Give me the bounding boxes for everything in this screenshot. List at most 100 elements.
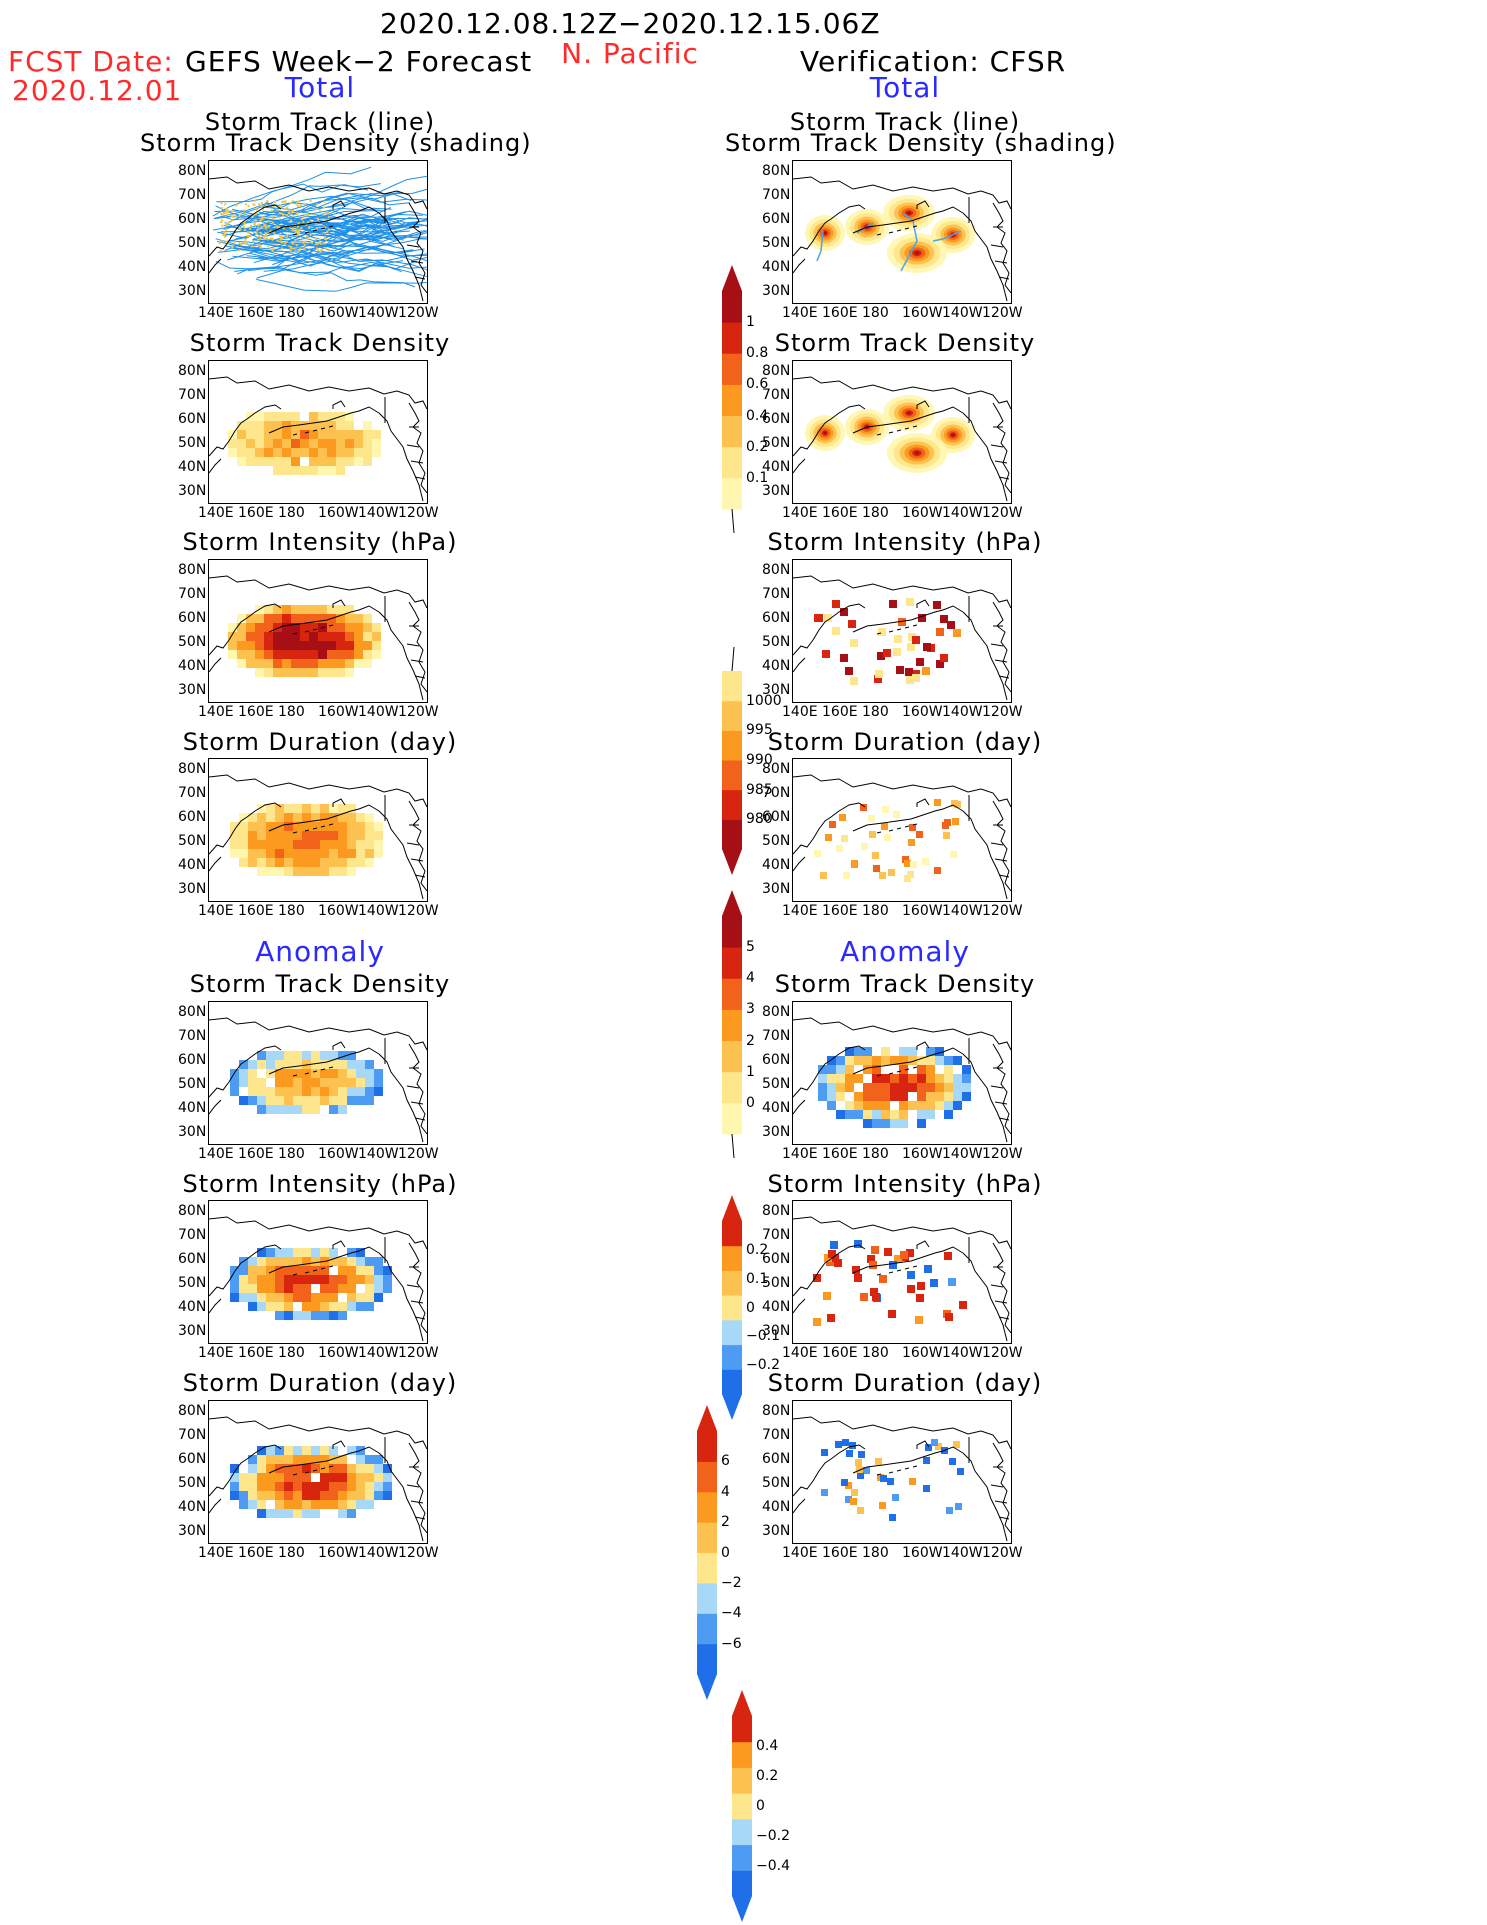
lon-tick-label: 140E [782,1146,818,1162]
colorbar-tick-label: −2 [721,1574,742,1591]
lat-tick-label: 80N [762,1403,791,1419]
left-duration-title: Storm Duration (day) [182,728,458,756]
colorbar-tick-label: 0.1 [746,1270,769,1287]
map-frame [792,360,1012,504]
lat-tick-label: 70N [762,1427,791,1443]
lon-tick-label: 140W [358,1545,399,1561]
lat-tick-label: 60N [178,411,207,427]
map-frame [208,160,428,304]
lat-tick-label: 30N [178,283,207,299]
right-column-title: Verification: CFSR [800,45,1067,78]
colorbar-tick-label: 0.2 [746,1241,769,1258]
lat-tick-label: 60N [762,610,791,626]
lon-tick-label: 160W [902,903,943,919]
lat-tick-label: 60N [178,1052,207,1068]
lon-tick-label: 140W [942,1345,983,1361]
lon-tick-label: 160W [318,1345,359,1361]
lon-tick-label: 140E [198,903,234,919]
right-intensity-title: Storm Intensity (hPa) [767,528,1043,556]
colorbar-tick-label: −6 [721,1635,742,1652]
lon-tick-label: 140W [942,1146,983,1162]
left-anom-intensity-map: 80N 70N 60N 50N 40N 30N 140E 160E 180 160W 140W 120… [178,1200,439,1360]
intensity-anom-colorbar: −6 −4 −2 0 2 4 6 [697,1405,742,1700]
left-intensity-title: Storm Intensity (hPa) [182,528,458,556]
lon-tick-label: 140E [782,903,818,919]
lon-tick-label: 160W [318,1545,359,1561]
lon-tick-label: 120W [398,1345,439,1361]
lat-tick-label: 50N [178,1475,207,1491]
lat-tick-label: 50N [762,1275,791,1291]
map-frame [208,758,428,902]
lon-tick-label: 160W [318,1146,359,1162]
lon-tick-label: 140E [782,704,818,720]
fcst-date-value: 2020.12.01 [12,74,183,107]
lon-tick-label: 140W [358,1146,399,1162]
lat-tick-label: 30N [762,1124,791,1140]
lat-tick-label: 40N [178,1299,207,1315]
lon-tick-label: 140W [942,305,983,321]
lon-tick-label: 160W [902,704,943,720]
lon-tick-label: 140E [198,1545,234,1561]
right-density-map: 80N 70N 60N 50N 40N 30N 140E 160E 180 160W 140W 120… [762,360,1023,520]
lon-tick-label: 160E [822,903,858,919]
colorbar-tick-label: 0 [746,1094,755,1111]
lat-tick-label: 30N [178,1323,207,1339]
colorbar-tick-label: 0.6 [746,376,769,393]
lat-tick-label: 40N [762,1100,791,1116]
colorbar-tick-label: 990 [746,752,773,768]
map-canvas [209,774,427,900]
lat-tick-label: 60N [762,809,791,825]
lon-tick-label: 160E [238,505,274,521]
lon-tick-label: 120W [982,704,1023,720]
lat-tick-label: 80N [762,1004,791,1020]
map-canvas [209,575,427,701]
lon-tick-label: 180 [862,505,889,521]
lon-tick-label: 120W [398,305,439,321]
duration-total-colorbar: 0 1 2 3 4 5 [722,890,755,1160]
lat-tick-label: 80N [178,1004,207,1020]
colorbar-tick-label: 0.4 [746,407,769,424]
map-frame [792,758,1012,902]
lon-tick-label: 160W [318,505,359,521]
right-intensity-map: 80N 70N 60N 50N 40N 30N 140E 160E 180 160W 140W 120… [762,559,1023,719]
lat-tick-label: 70N [762,187,791,203]
lat-tick-label: 50N [178,1076,207,1092]
lon-tick-label: 140E [782,305,818,321]
lat-tick-label: 50N [762,833,791,849]
lat-tick-label: 30N [178,483,207,499]
right-anom-duration-map: 80N 70N 60N 50N 40N 30N 140E 160E 180 160W 140W 120… [762,1400,1023,1560]
lon-tick-label: 160E [238,305,274,321]
lon-tick-label: 180 [862,305,889,321]
lat-tick-label: 50N [762,1475,791,1491]
colorbar-tick-label: 0.8 [746,345,769,362]
lat-tick-label: 30N [762,483,791,499]
map-frame [208,1001,428,1145]
left-anom-duration-map: 80N 70N 60N 50N 40N 30N 140E 160E 180 160W 140W 120… [178,1400,439,1560]
colorbar-tick-label: 2 [746,1032,755,1049]
colorbar-tick-label: 0.2 [746,438,769,455]
lon-tick-label: 160W [902,1146,943,1162]
colorbar-tick-label: 0 [746,1299,755,1316]
lat-tick-label: 80N [178,363,207,379]
lat-tick-label: 80N [762,1203,791,1219]
lat-tick-label: 80N [178,761,207,777]
lat-tick-label: 80N [178,562,207,578]
lon-tick-label: 140E [198,704,234,720]
lat-tick-label: 70N [762,586,791,602]
right-anomaly-label: Anomaly [840,935,970,968]
lat-tick-label: 70N [762,785,791,801]
lon-tick-label: 160E [822,505,858,521]
colorbar-tick-label: 6 [721,1453,730,1470]
lat-tick-label: 40N [178,1100,207,1116]
map-frame [792,559,1012,703]
map-frame [792,1001,1012,1145]
lon-tick-label: 160W [318,704,359,720]
lon-tick-label: 160W [902,505,943,521]
colorbar-tick-label: −0.2 [756,1828,790,1844]
right-track-line-title: Storm Track (line) [789,108,1021,136]
lat-tick-label: 40N [178,857,207,873]
right-duration-title: Storm Duration (day) [767,728,1043,756]
colorbar-tick-label: 985 [746,781,773,798]
lon-tick-label: 140W [358,305,399,321]
lat-tick-label: 50N [762,634,791,650]
